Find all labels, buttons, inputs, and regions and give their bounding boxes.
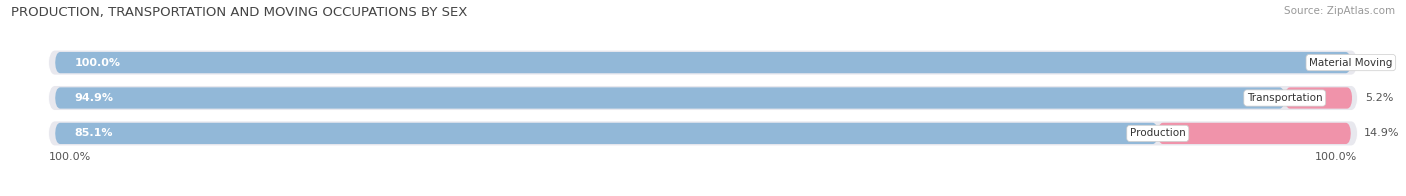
Text: 14.9%: 14.9% (1364, 128, 1399, 138)
FancyBboxPatch shape (55, 52, 1351, 73)
Text: Source: ZipAtlas.com: Source: ZipAtlas.com (1284, 6, 1395, 16)
FancyBboxPatch shape (1285, 87, 1353, 109)
Text: 5.2%: 5.2% (1365, 93, 1393, 103)
FancyBboxPatch shape (55, 123, 1159, 144)
Text: Transportation: Transportation (1247, 93, 1323, 103)
Text: 100.0%: 100.0% (49, 152, 91, 162)
Text: 100.0%: 100.0% (1315, 152, 1357, 162)
Text: PRODUCTION, TRANSPORTATION AND MOVING OCCUPATIONS BY SEX: PRODUCTION, TRANSPORTATION AND MOVING OC… (11, 6, 468, 19)
Text: Production: Production (1130, 128, 1185, 138)
FancyBboxPatch shape (55, 87, 1285, 109)
Text: 0.0%: 0.0% (1364, 58, 1392, 68)
Text: 94.9%: 94.9% (75, 93, 114, 103)
Text: Material Moving: Material Moving (1309, 58, 1392, 68)
FancyBboxPatch shape (49, 86, 1357, 110)
FancyBboxPatch shape (1157, 123, 1351, 144)
FancyBboxPatch shape (49, 121, 1357, 145)
Text: 100.0%: 100.0% (75, 58, 121, 68)
Text: 85.1%: 85.1% (75, 128, 112, 138)
FancyBboxPatch shape (49, 51, 1357, 75)
